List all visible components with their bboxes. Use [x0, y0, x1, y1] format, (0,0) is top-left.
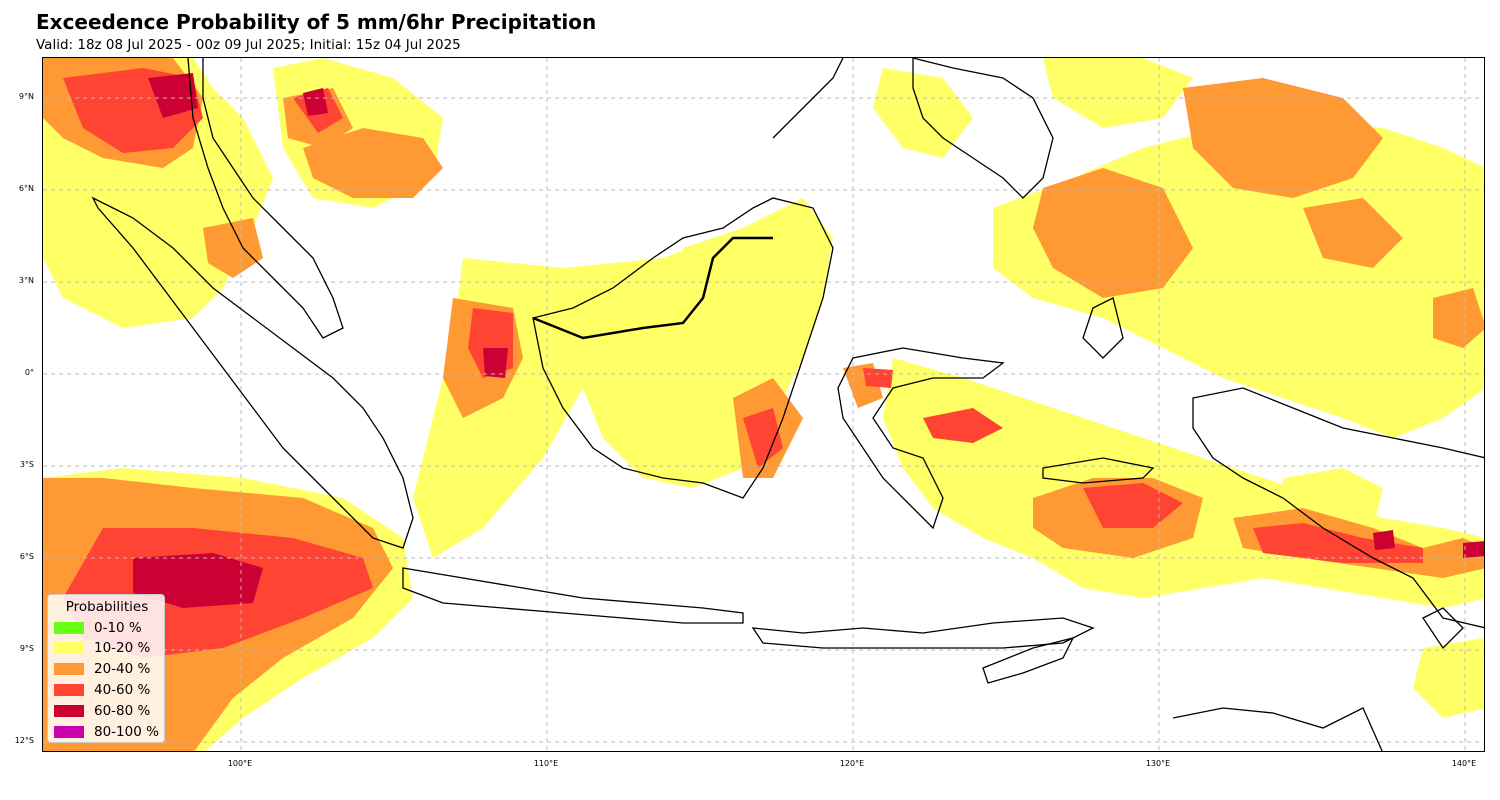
- legend-item: 10-20 %: [54, 639, 164, 657]
- legend-swatch: [54, 705, 84, 717]
- map-frame[interactable]: [42, 57, 1485, 752]
- lat-tick-label: 0°: [24, 368, 34, 377]
- lon-tick-label: 100°E: [227, 759, 253, 768]
- lat-tick-label: 3°S: [19, 460, 34, 469]
- lat-tick-label: 9°N: [18, 92, 34, 101]
- lat-tick-label: 6°N: [18, 184, 34, 193]
- legend-swatch: [54, 684, 84, 696]
- legend-item: 80-100 %: [54, 723, 164, 741]
- legend-title: Probabilities: [65, 599, 149, 615]
- legend-label: 80-100 %: [94, 724, 159, 740]
- coast-philippines: [912, 58, 1054, 199]
- coastlines: [91, 58, 1484, 751]
- coast-maluku: [1082, 297, 1124, 359]
- map-canvas: [43, 58, 1484, 751]
- legend-swatch: [54, 622, 84, 634]
- legend-item: 20-40 %: [54, 660, 164, 678]
- lat-tick-label: 6°S: [19, 552, 34, 561]
- coast-timor: [982, 637, 1075, 684]
- legend-label: 40-60 %: [94, 682, 151, 698]
- coast-australia: [1172, 707, 1383, 751]
- coast-new-guinea: [1192, 387, 1484, 629]
- legend-label: 0-10 %: [94, 620, 142, 636]
- coast-lesser-sunda: [751, 617, 1095, 649]
- page-subtitle: Valid: 18z 08 Jul 2025 - 00z 09 Jul 2025…: [36, 37, 461, 53]
- border-borneo: [532, 236, 773, 340]
- legend-item: 40-60 %: [54, 681, 164, 699]
- page-title: Exceedence Probability of 5 mm/6hr Preci…: [36, 10, 597, 34]
- coast-borneo: [532, 197, 834, 499]
- coast-sumatra: [91, 196, 414, 549]
- legend-label: 60-80 %: [94, 703, 151, 719]
- coast-sulawesi: [837, 347, 1005, 530]
- legend-swatch: [54, 726, 84, 738]
- legend-item: 0-10 %: [54, 619, 164, 637]
- prob-field-60-80: [133, 73, 1484, 608]
- legend: Probabilities 0-10 % 10-20 % 20-40 % 40-…: [47, 594, 165, 743]
- legend-swatch: [54, 663, 84, 675]
- lat-tick-label: 12°S: [14, 736, 34, 745]
- legend-label: 20-40 %: [94, 661, 151, 677]
- lon-tick-label: 110°E: [533, 759, 559, 768]
- lat-tick-label: 3°N: [18, 276, 34, 285]
- coast-java: [402, 567, 744, 624]
- lon-tick-label: 140°E: [1451, 759, 1477, 768]
- lon-tick-label: 130°E: [1145, 759, 1171, 768]
- coast-malay-peninsula: [187, 58, 344, 339]
- legend-swatch: [54, 642, 84, 654]
- lat-tick-label: 9°S: [19, 644, 34, 653]
- legend-label: 10-20 %: [94, 640, 151, 656]
- legend-item: 60-80 %: [54, 702, 164, 720]
- lon-tick-label: 120°E: [839, 759, 865, 768]
